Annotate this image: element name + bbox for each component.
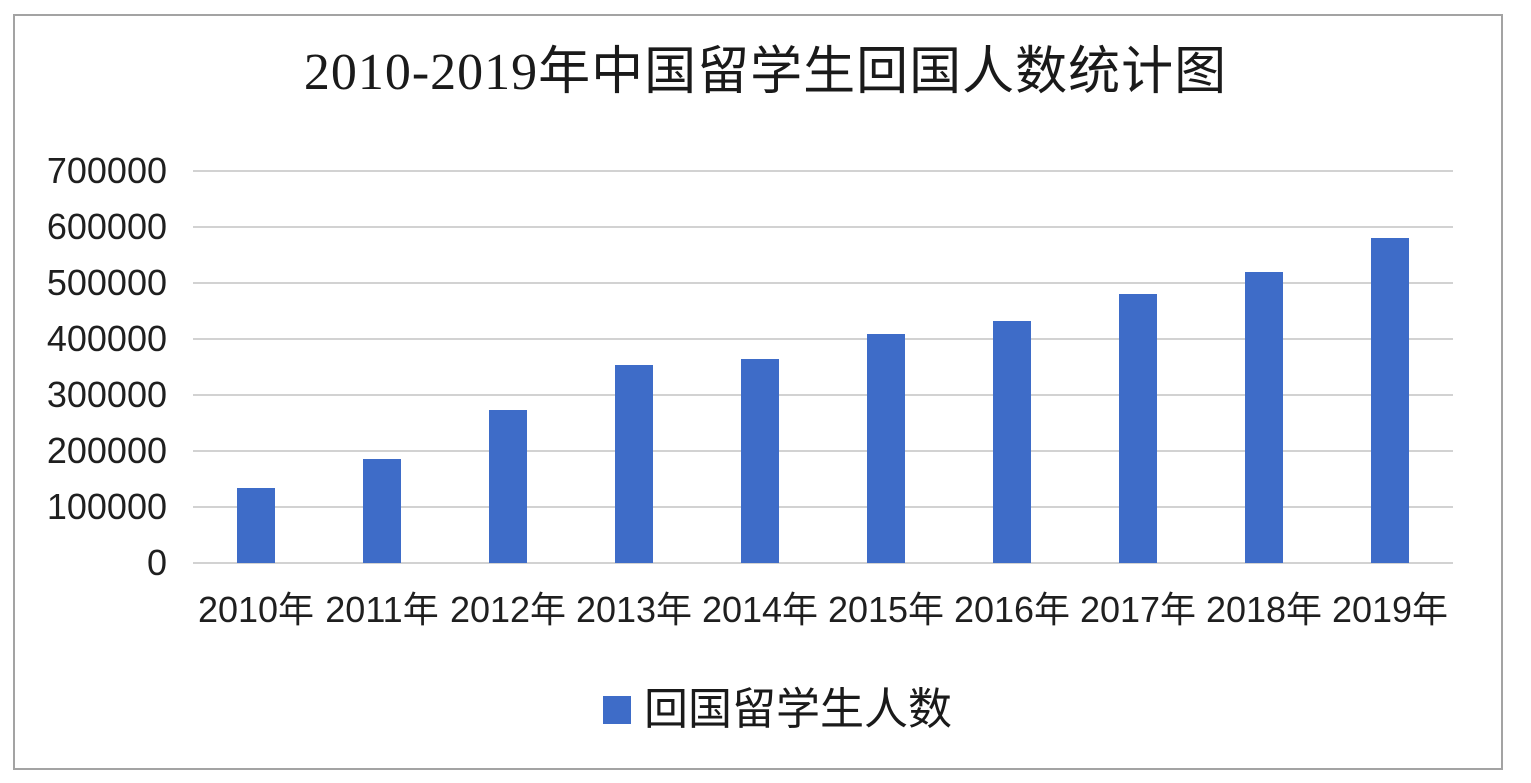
bar-2011年 xyxy=(363,459,401,563)
x-tick-label-2014年: 2014年 xyxy=(701,589,819,630)
legend-color-swatch xyxy=(603,696,631,724)
x-tick-label-2010年: 2010年 xyxy=(197,589,315,630)
bar-2015年 xyxy=(867,334,905,563)
y-tick-label-200000: 200000 xyxy=(46,430,167,471)
x-tick-label-2016年: 2016年 xyxy=(953,589,1071,630)
gridline-0 xyxy=(193,562,1453,564)
bar-2010年 xyxy=(237,488,275,563)
gridline-400000 xyxy=(193,338,1453,340)
bar-2019年 xyxy=(1371,238,1409,563)
y-tick-label-400000: 400000 xyxy=(46,318,167,359)
x-tick-label-2015年: 2015年 xyxy=(827,589,945,630)
gridline-600000 xyxy=(193,226,1453,228)
x-tick-label-2011年: 2011年 xyxy=(325,589,439,630)
x-tick-label-2013年: 2013年 xyxy=(575,589,693,630)
gridline-200000 xyxy=(193,450,1453,452)
bar-2017年 xyxy=(1119,294,1157,563)
y-tick-label-0: 0 xyxy=(146,542,167,583)
bar-2016年 xyxy=(993,321,1031,563)
y-tick-label-300000: 300000 xyxy=(46,374,167,415)
bar-2018年 xyxy=(1245,272,1283,563)
y-tick-label-700000: 700000 xyxy=(46,150,167,191)
y-tick-label-500000: 500000 xyxy=(46,262,167,303)
x-tick-label-2017年: 2017年 xyxy=(1079,589,1197,630)
gridline-700000 xyxy=(193,170,1453,172)
chart-title: 2010-2019年中国留学生回国人数统计图 xyxy=(303,44,1228,101)
y-tick-label-100000: 100000 xyxy=(46,486,167,527)
x-tick-label-2012年: 2012年 xyxy=(449,589,567,630)
x-tick-label-2018年: 2018年 xyxy=(1205,589,1323,630)
y-tick-label-600000: 600000 xyxy=(46,206,167,247)
gridline-500000 xyxy=(193,282,1453,284)
gridline-100000 xyxy=(193,506,1453,508)
x-tick-label-2019年: 2019年 xyxy=(1331,589,1449,630)
gridline-300000 xyxy=(193,394,1453,396)
bar-2013年 xyxy=(615,365,653,563)
bar-2014年 xyxy=(741,359,779,563)
legend: 回国留学生人数 xyxy=(0,686,1531,734)
bar-2012年 xyxy=(489,410,527,563)
legend-series-label: 回国留学生人数 xyxy=(644,685,952,734)
